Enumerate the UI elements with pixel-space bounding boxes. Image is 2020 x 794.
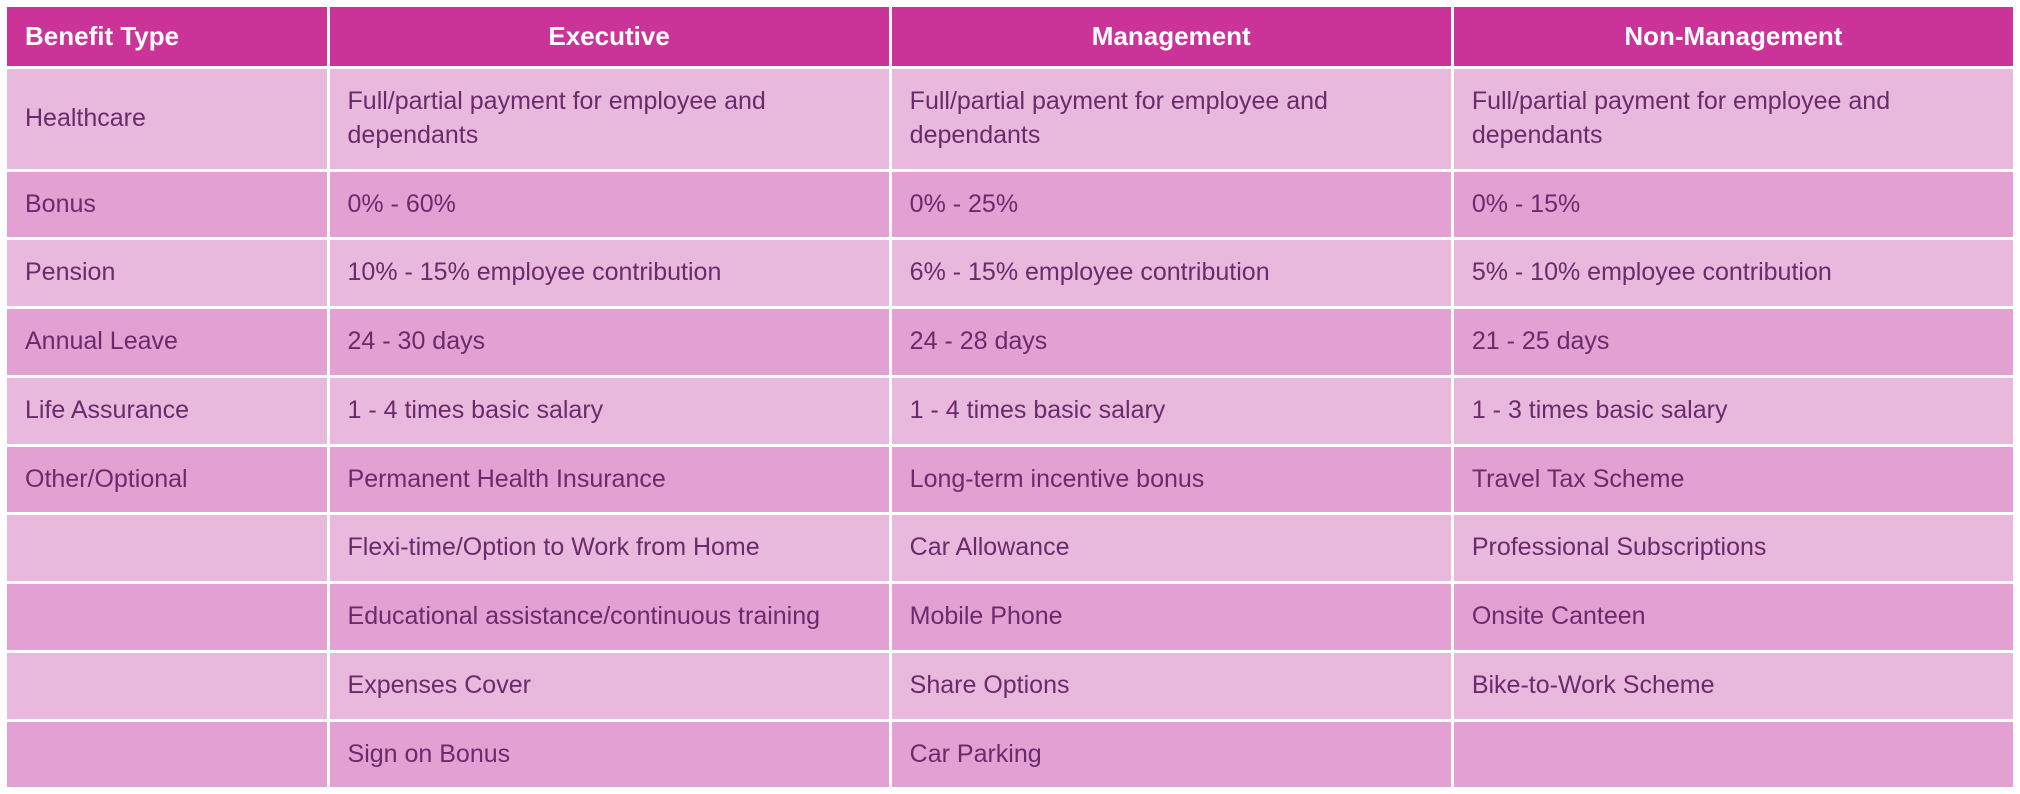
cell-non-management: 5% - 10% employee contribution bbox=[1454, 240, 2013, 306]
table-row: Sign on Bonus Car Parking bbox=[7, 722, 2013, 788]
cell-executive: Expenses Cover bbox=[330, 653, 889, 719]
cell-executive: Educational assistance/continuous traini… bbox=[330, 584, 889, 650]
cell-benefit bbox=[7, 584, 327, 650]
cell-executive: Full/partial payment for employee and de… bbox=[330, 69, 889, 169]
col-header-executive: Executive bbox=[330, 7, 889, 66]
header-row: Benefit Type Executive Management Non-Ma… bbox=[7, 7, 2013, 66]
cell-benefit: Bonus bbox=[7, 172, 327, 238]
cell-management: Car Allowance bbox=[892, 515, 1451, 581]
cell-benefit bbox=[7, 515, 327, 581]
table-row: Healthcare Full/partial payment for empl… bbox=[7, 69, 2013, 169]
cell-management: 6% - 15% employee contribution bbox=[892, 240, 1451, 306]
table-row: Life Assurance 1 - 4 times basic salary … bbox=[7, 378, 2013, 444]
cell-executive: Flexi-time/Option to Work from Home bbox=[330, 515, 889, 581]
cell-management: 24 - 28 days bbox=[892, 309, 1451, 375]
table-row: Bonus 0% - 60% 0% - 25% 0% - 15% bbox=[7, 172, 2013, 238]
table-row: Expenses Cover Share Options Bike-to-Wor… bbox=[7, 653, 2013, 719]
cell-executive: 10% - 15% employee contribution bbox=[330, 240, 889, 306]
cell-benefit bbox=[7, 722, 327, 788]
cell-benefit: Life Assurance bbox=[7, 378, 327, 444]
cell-executive: 24 - 30 days bbox=[330, 309, 889, 375]
cell-benefit: Other/Optional bbox=[7, 447, 327, 513]
benefits-table: Benefit Type Executive Management Non-Ma… bbox=[4, 4, 2016, 790]
cell-executive: Permanent Health Insurance bbox=[330, 447, 889, 513]
cell-benefit bbox=[7, 653, 327, 719]
col-header-benefit-type: Benefit Type bbox=[7, 7, 327, 66]
cell-management: 0% - 25% bbox=[892, 172, 1451, 238]
cell-non-management: 0% - 15% bbox=[1454, 172, 2013, 238]
cell-benefit: Annual Leave bbox=[7, 309, 327, 375]
cell-non-management bbox=[1454, 722, 2013, 788]
table-row: Annual Leave 24 - 30 days 24 - 28 days 2… bbox=[7, 309, 2013, 375]
cell-non-management: Bike-to-Work Scheme bbox=[1454, 653, 2013, 719]
cell-management: Long-term incentive bonus bbox=[892, 447, 1451, 513]
cell-non-management: Professional Subscriptions bbox=[1454, 515, 2013, 581]
col-header-management: Management bbox=[892, 7, 1451, 66]
col-header-non-management: Non-Management bbox=[1454, 7, 2013, 66]
cell-benefit: Pension bbox=[7, 240, 327, 306]
cell-non-management: Travel Tax Scheme bbox=[1454, 447, 2013, 513]
cell-non-management: Onsite Canteen bbox=[1454, 584, 2013, 650]
cell-management: Share Options bbox=[892, 653, 1451, 719]
table-row: Flexi-time/Option to Work from Home Car … bbox=[7, 515, 2013, 581]
cell-non-management: Full/partial payment for employee and de… bbox=[1454, 69, 2013, 169]
cell-non-management: 21 - 25 days bbox=[1454, 309, 2013, 375]
cell-executive: Sign on Bonus bbox=[330, 722, 889, 788]
cell-management: 1 - 4 times basic salary bbox=[892, 378, 1451, 444]
cell-benefit: Healthcare bbox=[7, 69, 327, 169]
cell-management: Car Parking bbox=[892, 722, 1451, 788]
cell-non-management: 1 - 3 times basic salary bbox=[1454, 378, 2013, 444]
cell-management: Mobile Phone bbox=[892, 584, 1451, 650]
table-row: Other/Optional Permanent Health Insuranc… bbox=[7, 447, 2013, 513]
cell-executive: 0% - 60% bbox=[330, 172, 889, 238]
table-row: Pension 10% - 15% employee contribution … bbox=[7, 240, 2013, 306]
cell-management: Full/partial payment for employee and de… bbox=[892, 69, 1451, 169]
cell-executive: 1 - 4 times basic salary bbox=[330, 378, 889, 444]
table-row: Educational assistance/continuous traini… bbox=[7, 584, 2013, 650]
